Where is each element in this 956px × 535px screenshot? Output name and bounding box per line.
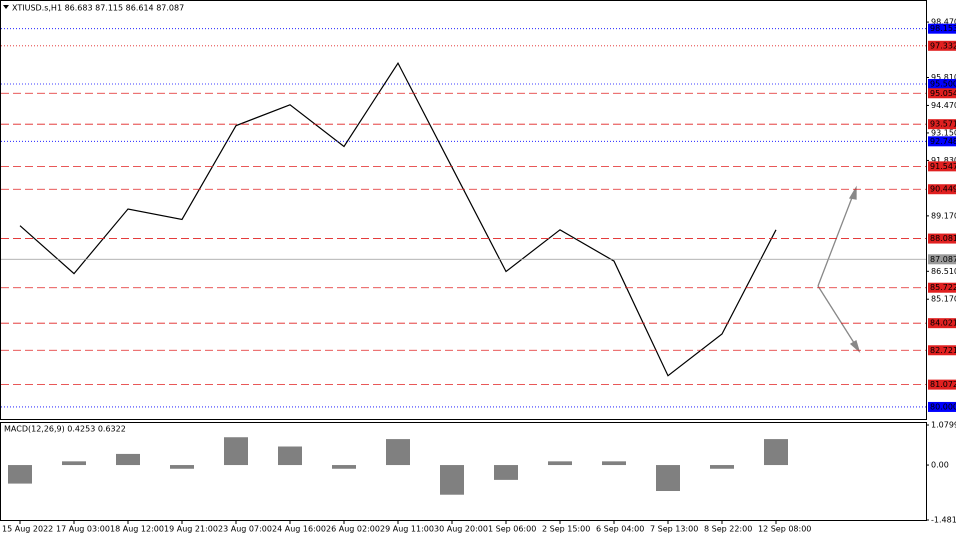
y-tick-label: 94.470 [931, 101, 956, 110]
level-label-box [928, 401, 956, 412]
level-label-box [928, 184, 956, 195]
x-tick-label: 15 Aug 2022 [2, 525, 53, 534]
level-label: 85.722 [930, 283, 956, 292]
level-label-box [928, 282, 956, 293]
macd-pane [0, 422, 927, 521]
x-tick-label: 8 Sep 22:00 [704, 525, 752, 534]
x-tick-label: 24 Aug 16:00 [272, 525, 326, 534]
chart-title: XTIUSD.s,H1 86.683 87.115 86.614 87.087 [12, 4, 184, 13]
x-tick-label: 17 Aug 03:00 [56, 525, 110, 534]
x-tick-label: 19 Aug 21:00 [164, 525, 218, 534]
level-label: 95.054 [930, 89, 956, 98]
x-tick-label: 23 Aug 07:00 [218, 525, 272, 534]
x-tick-label: 18 Aug 12:00 [110, 525, 164, 534]
macd-bar [62, 461, 86, 466]
x-tick-label: 7 Sep 13:00 [650, 525, 698, 534]
level-label-box [928, 318, 956, 329]
level-label: 98.153 [930, 24, 956, 33]
level-label: 90.449 [930, 185, 956, 194]
y-tick-label: 0.00 [931, 461, 949, 470]
level-label-box [928, 40, 956, 51]
macd-bar [224, 437, 248, 466]
macd-bar [116, 453, 140, 466]
level-label: 95.500 [930, 79, 956, 88]
macd-bar [332, 465, 356, 469]
level-label-box [928, 78, 956, 89]
level-label: 82.721 [930, 346, 956, 355]
level-label-box [928, 254, 956, 265]
macd-bar [548, 461, 572, 466]
macd-bar [8, 465, 32, 484]
level-label: 91.547 [930, 162, 956, 171]
macd-title: MACD(12,26,9) 0.4253 0.6322 [4, 425, 126, 434]
level-label-box [928, 136, 956, 147]
level-label-box [928, 233, 956, 244]
macd-bar [440, 465, 464, 495]
x-tick-label: 2 Sep 15:00 [542, 525, 590, 534]
level-label-box [928, 119, 956, 130]
x-tick-label: 29 Aug 11:00 [380, 525, 434, 534]
level-label-box [928, 345, 956, 356]
y-tick-label: 93.150 [931, 128, 956, 137]
macd-bar [656, 465, 680, 492]
x-tick-label: 30 Aug 20:00 [434, 525, 488, 534]
level-label: 92.748 [930, 137, 956, 146]
level-label-box [928, 161, 956, 172]
y-tick-label: -1.4818 [931, 516, 956, 525]
level-label: 97.332 [930, 41, 956, 50]
level-label-box [928, 23, 956, 34]
price-pane [0, 0, 927, 420]
level-label: 81.072 [930, 380, 956, 389]
y-tick-label: 89.170 [931, 211, 956, 220]
x-tick-label: 12 Sep 08:00 [758, 525, 811, 534]
y-tick-label: 86.510 [931, 267, 956, 276]
x-tick-label: 6 Sep 04:00 [596, 525, 644, 534]
macd-bar [602, 461, 626, 466]
level-label: 87.087 [930, 255, 956, 264]
price-line [19, 61, 777, 377]
level-label: 88.081 [930, 234, 956, 243]
macd-bar [386, 439, 410, 466]
y-tick-label: 1.0799 [931, 421, 956, 430]
level-label: 80.000 [930, 402, 956, 411]
y-tick-label: 95.810 [931, 73, 956, 82]
y-tick-label: 91.830 [931, 156, 956, 165]
level-label: 93.571 [930, 120, 956, 129]
macd-bar [764, 439, 788, 466]
menu-arrow[interactable] [3, 5, 9, 9]
level-label: 84.021 [930, 319, 956, 328]
y-tick-label: 85.170 [931, 295, 956, 304]
macd-bar [278, 446, 302, 466]
macd-bar [494, 465, 518, 480]
macd-bar [170, 465, 194, 469]
projection-arrows [817, 185, 861, 353]
x-tick-label: 1 Sep 06:00 [488, 525, 536, 534]
level-label-box [928, 379, 956, 390]
y-tick-label: 98.470 [931, 18, 956, 27]
macd-bar [710, 465, 734, 469]
level-label-box [928, 88, 956, 99]
x-tick-label: 26 Aug 02:00 [326, 525, 380, 534]
